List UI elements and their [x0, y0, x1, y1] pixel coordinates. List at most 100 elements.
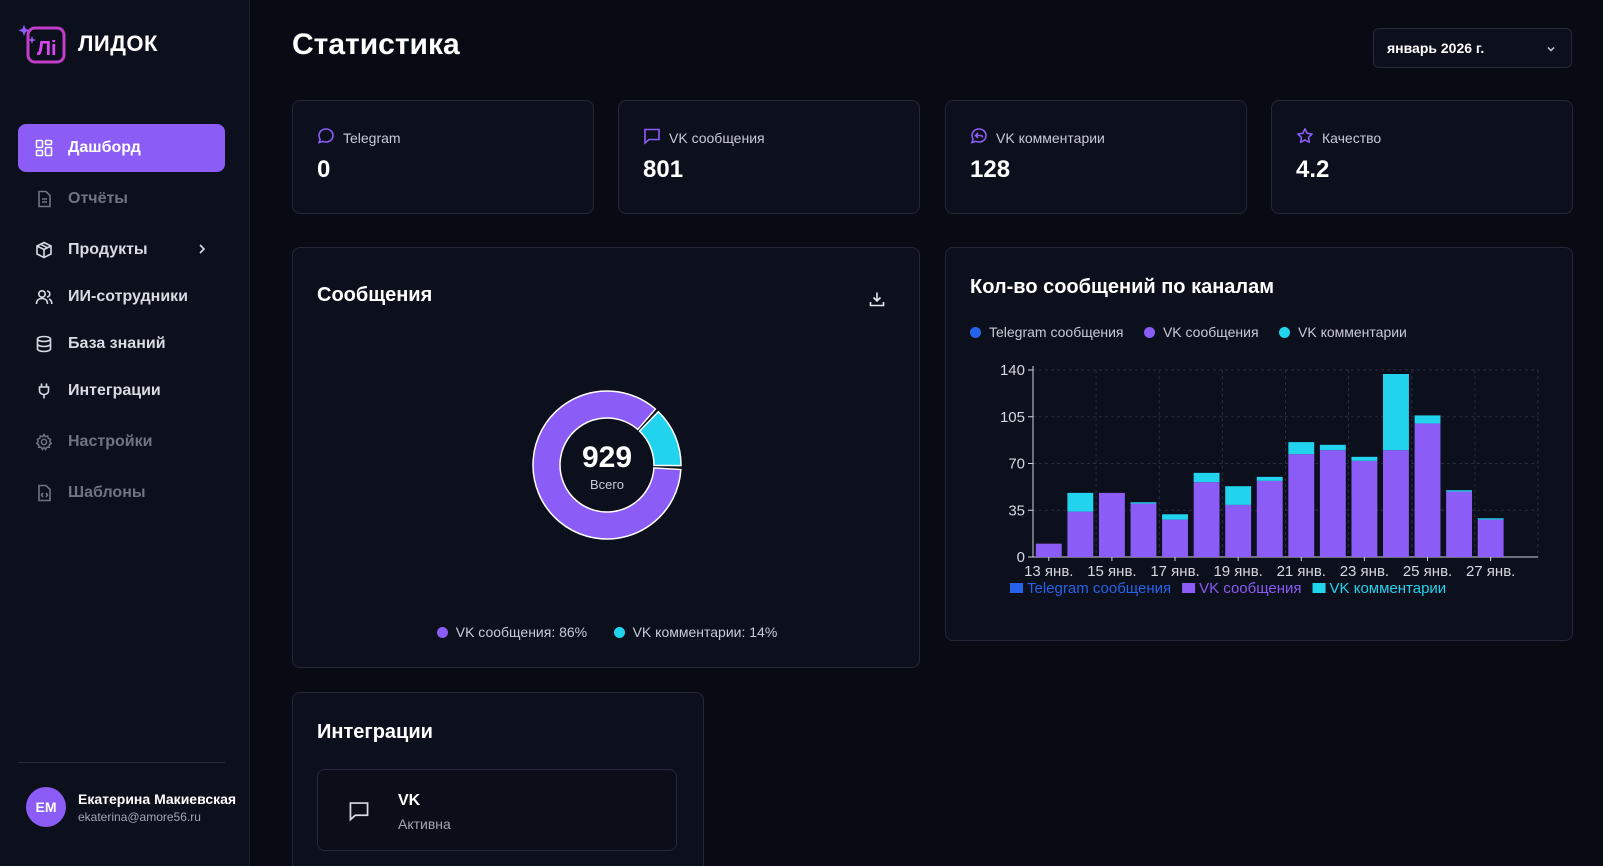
legend-dot: [970, 326, 981, 338]
sidebar-item-label: Настройки: [68, 433, 153, 450]
bar-segment: [1162, 519, 1188, 557]
x-tick-label: 15 янв.: [1087, 563, 1136, 580]
message-square-icon: [348, 800, 370, 827]
bar-segment: [1351, 460, 1378, 557]
channels-top-legend: Telegram сообщения VK сообщения VK комме…: [970, 324, 1407, 343]
legend-label: Telegram сообщения: [1027, 580, 1171, 597]
document-icon: [34, 189, 54, 209]
legend-dot: [436, 626, 448, 638]
bar-segment: [1414, 415, 1441, 424]
bar-segment: [1225, 504, 1252, 557]
x-tick-label: 25 янв.: [1403, 563, 1452, 580]
bar-segment: [1067, 492, 1094, 512]
integration-status: Активна: [398, 816, 451, 832]
sidebar-item-ai-employees[interactable]: ИИ-сотрудники: [18, 273, 225, 321]
donut-legend: VK сообщения: 86% VK комментарии: 14%: [293, 624, 921, 643]
legend-swatch: [1182, 583, 1196, 593]
legend-label: VK комментарии: 14%: [632, 624, 778, 640]
gear-icon: [34, 432, 54, 452]
bar-segment: [1446, 491, 1473, 557]
integration-item-vk[interactable]: VK Активна: [317, 769, 677, 851]
legend-label: VK сообщения: 86%: [455, 624, 588, 640]
stat-label: Качество: [1322, 129, 1382, 146]
stat-label: VK сообщения: [669, 129, 765, 146]
bar-segment: [1383, 374, 1409, 451]
y-tick-label: 70: [1008, 456, 1025, 473]
x-tick-label: 13 янв.: [1024, 563, 1073, 580]
stat-value: 4.2: [1296, 156, 1330, 183]
channels-card: Кол-во сообщений по каналам Telegram соо…: [945, 247, 1573, 641]
legend-item-telegram: Telegram сообщения: [970, 324, 1124, 340]
sidebar-item-dashboard[interactable]: Дашборд: [18, 124, 225, 172]
user-name: Екатерина Макиевская: [78, 790, 237, 807]
download-icon[interactable]: [868, 290, 886, 313]
legend-item-vk-comments: VK комментарии: 14%: [613, 624, 778, 640]
bar-segment: [1319, 444, 1346, 451]
app-name: ЛИДОК: [78, 31, 158, 56]
legend-label: VK сообщения: [1162, 324, 1259, 340]
legend-item-vk-messages: VK сообщения: [1143, 324, 1259, 340]
donut-total: 929: [582, 441, 632, 474]
bar-segment: [1162, 514, 1188, 520]
stat-card-vk-comments: VK комментарии 128: [945, 100, 1247, 214]
logo[interactable]: Лi ЛИДОК: [18, 22, 158, 66]
box-icon: [34, 240, 54, 260]
bar-segment: [1035, 543, 1062, 557]
bar-segment: [1193, 472, 1220, 483]
svg-text:Лi: Лi: [37, 38, 57, 60]
sidebar-item-integrations[interactable]: Интеграции: [18, 367, 225, 415]
bar-segment: [1193, 482, 1220, 557]
template-icon: [34, 483, 54, 503]
logo-icon: Лi: [18, 22, 66, 66]
user-profile[interactable]: ЕМ Екатерина Макиевская ekaterina@amore5…: [26, 787, 236, 827]
star-icon: [1296, 127, 1314, 148]
month-select[interactable]: январь 2026 г.: [1373, 28, 1572, 68]
avatar: ЕМ: [26, 787, 66, 827]
sidebar-item-templates[interactable]: Шаблоны: [18, 469, 225, 517]
stat-card-vk-messages: VK сообщения 801: [618, 100, 920, 214]
users-icon: [34, 287, 54, 307]
y-tick-label: 105: [1000, 409, 1025, 426]
legend-label: VK комментарии: [1298, 324, 1407, 340]
sidebar-item-reports[interactable]: Отчёты: [18, 175, 225, 223]
legend-swatch: [1312, 583, 1326, 593]
sidebar: Лi ЛИДОК Дашборд Отчёты Продукты: [0, 0, 250, 866]
sidebar-item-products[interactable]: Продукты: [18, 226, 225, 274]
messages-card: Сообщения 929 Всего VK сообщения: 86% VK …: [292, 247, 920, 668]
y-tick-label: 140: [1000, 362, 1025, 379]
legend-dot: [1143, 326, 1155, 338]
stat-value: 0: [317, 156, 331, 183]
divider: [18, 762, 225, 763]
sidebar-item-label: Отчёты: [68, 190, 128, 207]
card-title: Интеграции: [317, 721, 433, 743]
sidebar-item-label: Интеграции: [68, 382, 161, 399]
card-title: Сообщения: [317, 284, 433, 306]
bar-segment: [1130, 502, 1157, 504]
bar-segment: [1098, 492, 1125, 557]
bar-segment: [1477, 519, 1504, 557]
card-title: Кол-во сообщений по каналам: [970, 276, 1275, 298]
legend-dot: [613, 626, 625, 638]
bar-segment: [1225, 486, 1252, 505]
bar-segment: [1477, 518, 1504, 520]
sidebar-item-settings[interactable]: Настройки: [18, 418, 225, 466]
database-icon: [34, 334, 54, 354]
bar-segment: [1446, 490, 1473, 492]
donut-slice: [638, 410, 682, 467]
dashboard-icon: [34, 138, 54, 158]
sidebar-item-label: ИИ-сотрудники: [68, 288, 188, 305]
sidebar-item-label: Дашборд: [68, 139, 141, 156]
legend-label: VK сообщения: [1199, 580, 1301, 597]
legend-swatch: [1010, 583, 1023, 593]
sidebar-item-knowledge-base[interactable]: База знаний: [18, 320, 225, 368]
bar-segment: [1130, 503, 1157, 557]
legend-dot: [1279, 326, 1290, 338]
stat-label: VK комментарии: [996, 129, 1105, 146]
donut-chart: 929 Всего: [532, 390, 682, 540]
month-select-value: январь 2026 г.: [1387, 40, 1485, 56]
y-tick-label: 0: [1017, 549, 1025, 566]
legend-item-vk-messages: VK сообщения: 86%: [436, 624, 588, 640]
x-tick-label: 17 янв.: [1150, 563, 1199, 580]
integrations-card: Интеграции VK Активна: [292, 692, 704, 866]
donut-total-label: Всего: [590, 477, 624, 492]
